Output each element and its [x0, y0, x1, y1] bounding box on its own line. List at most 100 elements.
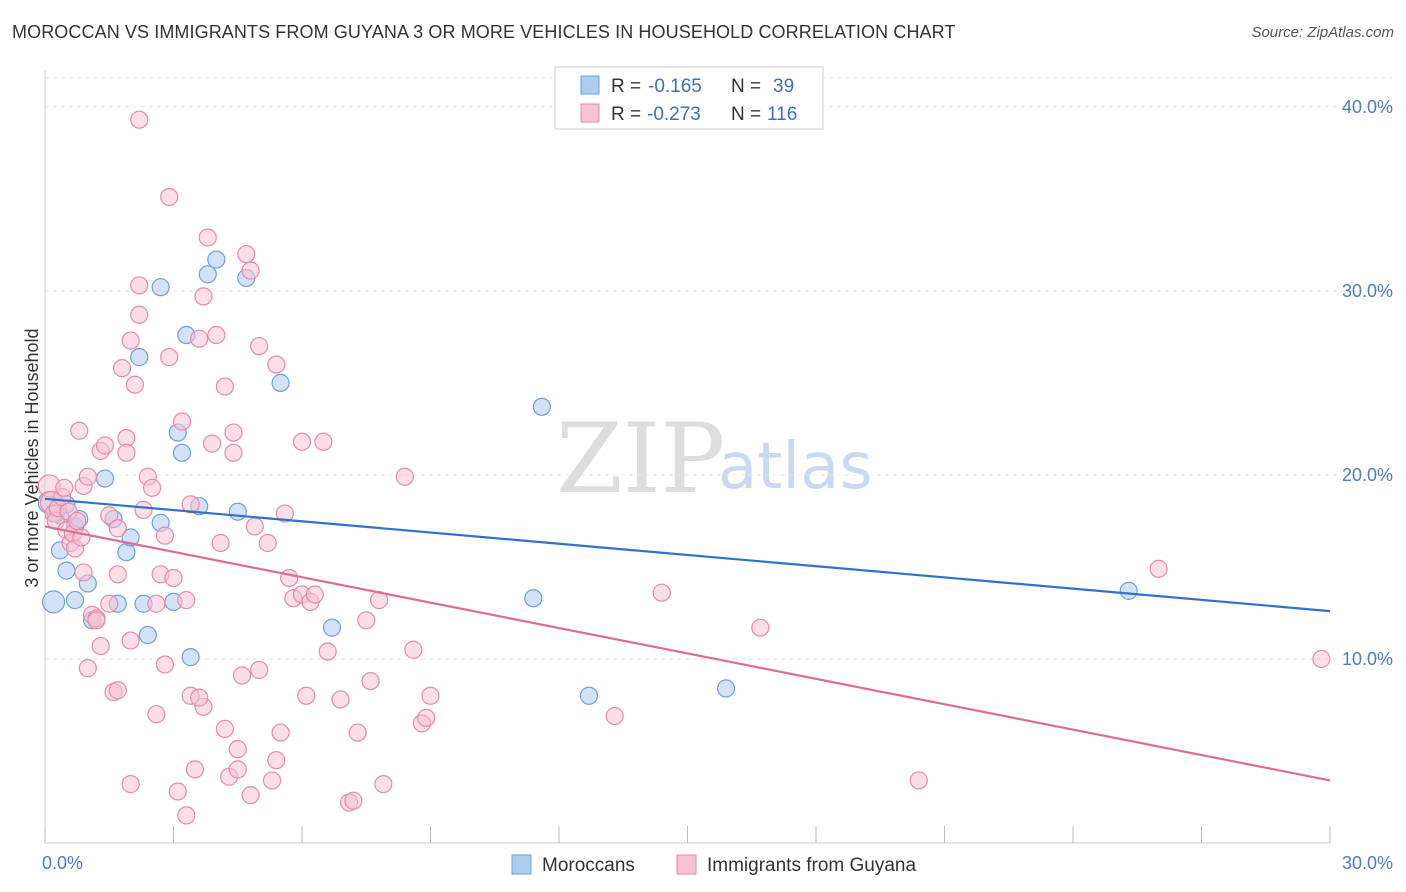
legend-n-value-2: 116 [767, 104, 797, 125]
y-tick-label: 20.0% [1342, 465, 1393, 485]
legend-n-label-2: N = [731, 104, 761, 125]
trend-line-guyana [44, 525, 1331, 782]
guyana-point [164, 568, 183, 588]
guyana-point [909, 771, 928, 790]
guyana-point [125, 375, 145, 394]
y-tick-labels: 10.0% 20.0% 30.0% 40.0% [1342, 97, 1393, 669]
guyana-point [78, 659, 97, 678]
legend-r-label-2: R = [611, 104, 641, 125]
guyana-point [68, 511, 87, 531]
guyana-point [160, 187, 179, 207]
guyana-point [95, 436, 115, 455]
guyana-point [331, 690, 350, 709]
guyana-point [297, 686, 316, 705]
guyana-point [215, 377, 234, 396]
guyana-point [121, 775, 140, 794]
guyana-point [280, 568, 299, 588]
moroccan-point [151, 278, 170, 297]
guyana-point [147, 705, 166, 724]
guyana-point [160, 348, 179, 367]
moroccan-point [57, 561, 76, 580]
guyana-point [155, 526, 175, 545]
guyana-point [117, 443, 136, 462]
guyana-point [605, 706, 624, 726]
guyana-point [245, 517, 264, 536]
guyana-point [361, 671, 380, 691]
guyana-point [215, 719, 234, 738]
moroccan-point [1119, 581, 1138, 600]
guyana-point [228, 740, 247, 759]
y-axis-title: 3 or more Vehicles in Household [22, 328, 42, 587]
guyana-point [185, 760, 205, 779]
guyana-point [87, 611, 106, 630]
guyana-point [177, 806, 196, 825]
guyana-point [1312, 649, 1331, 669]
guyana-point [417, 708, 436, 727]
guyana-point [202, 434, 222, 453]
guyana-point [250, 336, 269, 356]
guyana-point [211, 533, 230, 553]
guyana-point [207, 325, 226, 345]
guyana-point [142, 478, 162, 497]
guyana-point [224, 423, 243, 442]
guyana-point [395, 467, 414, 486]
guyana-point [421, 686, 440, 705]
guyana-point [194, 287, 213, 306]
guyana-point [55, 478, 74, 497]
guyana-point [357, 611, 376, 630]
guyana-point [181, 495, 200, 514]
moroccan-point [532, 397, 551, 416]
guyana-point [228, 760, 247, 779]
guyana-point [1149, 559, 1168, 578]
legend-r-label-1: R = [611, 76, 641, 97]
legend-swatch-moroccans [580, 75, 600, 95]
guyana-point [232, 666, 252, 685]
guyana-point [262, 771, 282, 790]
guyana-point [130, 110, 149, 129]
guyana-point [237, 244, 256, 264]
trend-line-moroccans [44, 497, 1331, 613]
trend-lines [44, 497, 1331, 782]
guyana-point [108, 565, 127, 584]
guyana-point [168, 782, 187, 801]
guyana-point [198, 228, 217, 247]
moroccan-point [579, 686, 599, 705]
bottom-legend-swatch-guyana [676, 854, 697, 875]
x-tick-labels: 0.0% 30.0% [42, 853, 1393, 873]
guyana-point [751, 618, 770, 637]
guyana-point [241, 786, 260, 805]
x-tick-label: 30.0% [1342, 853, 1393, 873]
legend-n-value-1: 39 [773, 76, 794, 97]
guyana-point [78, 467, 97, 486]
legend-swatch-guyana [580, 103, 600, 123]
guyana-point [121, 631, 140, 650]
moroccan-point [228, 502, 247, 521]
x-tick-label: 0.0% [42, 853, 83, 873]
watermark-zip: ZIP [556, 403, 725, 515]
chart-title: MOROCCAN VS IMMIGRANTS FROM GUYANA 3 OR … [12, 22, 956, 42]
guyana-point [267, 751, 286, 770]
axes [44, 70, 1331, 844]
moroccan-point [172, 443, 192, 462]
guyana-point [344, 791, 363, 810]
series-guyana [37, 110, 1331, 825]
guyana-point [74, 563, 93, 582]
legend-n-label-1: N = [731, 76, 761, 97]
moroccan-point [198, 265, 217, 284]
guyana-point [147, 594, 166, 613]
guyana-point [250, 660, 269, 680]
guyana-point [258, 533, 277, 553]
guyana-point [190, 329, 209, 348]
guyana-point [292, 432, 312, 451]
guyana-point [275, 504, 294, 523]
guyana-point [374, 775, 393, 794]
moroccan-point [271, 373, 290, 392]
moroccan-point [524, 589, 543, 608]
moroccan-point [65, 590, 85, 610]
correlation-legend: R = -0.165 N = 39 R = -0.273 N = 116 [554, 66, 824, 130]
guyana-point [404, 640, 423, 659]
guyana-point [224, 443, 243, 462]
moroccan-point [207, 250, 226, 269]
y-tick-label: 30.0% [1342, 281, 1393, 301]
